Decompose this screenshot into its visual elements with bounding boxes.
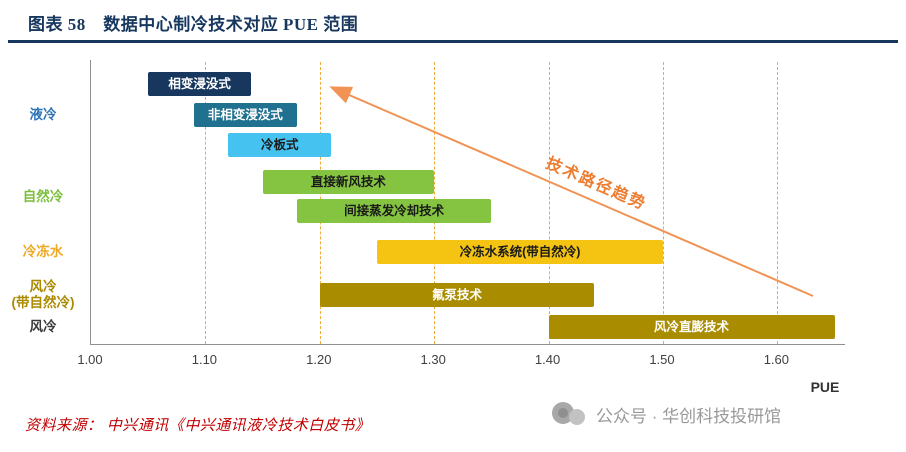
range-bar: 氟泵技术 [319,283,595,307]
trend-annotation: 技术路径趋势 [543,154,649,214]
x-tick-label: 1.00 [77,352,103,367]
category-label: 冷冻水 [22,243,64,259]
x-axis-title: PUE [810,379,840,395]
category-label: 液冷 [29,106,57,122]
source-note: 资料来源： 中兴通讯《中兴通讯液冷技术白皮书》 [25,418,371,434]
range-bar: 冷板式 [228,133,332,157]
watermark-text: 公众号 · 华创科技投研馆 [596,406,782,426]
x-tick-label: 1.50 [649,352,675,367]
gridline [777,62,779,344]
figure-title: 图表 58 数据中心制冷技术对应 PUE 范围 [28,15,359,34]
range-bar: 非相变浸没式 [193,103,297,127]
plot-area: 技术路径趋势 相变浸没式非相变浸没式冷板式直接新风技术间接蒸发冷却技术冷冻水系统… [90,60,845,345]
category-label: 自然冷 [22,188,64,204]
watermark: 公众号 · 华创科技投研馆 [550,400,781,428]
range-bar: 直接新风技术 [262,170,435,194]
watermark-logo-icon [552,402,585,425]
category-label: 风冷 [29,318,57,334]
gridline [662,62,664,344]
x-tick-label: 1.60 [763,352,790,367]
gridline [205,62,207,344]
x-tick-label: 1.10 [191,352,218,367]
x-tick-label: 1.20 [306,352,332,367]
x-tick-label: 1.30 [420,352,446,367]
title-divider [8,40,898,43]
range-bar: 风冷直膨技术 [548,315,835,339]
x-tick-label: 1.40 [534,352,561,367]
range-bar: 相变浸没式 [148,72,252,96]
range-bar: 间接蒸发冷却技术 [296,199,492,223]
category-label: 风冷 (带自然冷) [11,278,75,310]
range-bar: 冷冻水系统(带自然冷) [376,240,663,264]
